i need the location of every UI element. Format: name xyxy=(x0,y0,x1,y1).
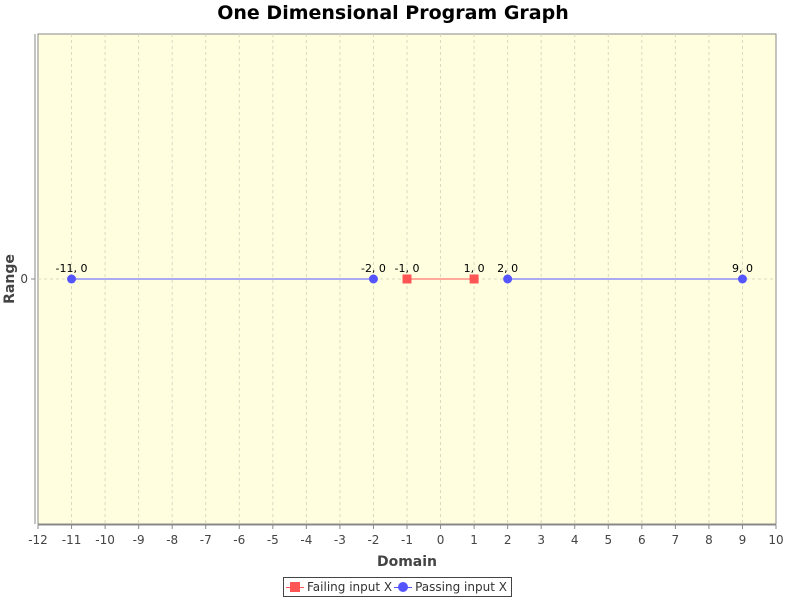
x-tick-label: -5 xyxy=(267,533,279,547)
y-tick-label: 0 xyxy=(20,272,28,286)
x-tick-label: -7 xyxy=(200,533,212,547)
x-tick-label: -4 xyxy=(300,533,312,547)
x-tick-label: 10 xyxy=(768,533,783,547)
x-tick-label: 6 xyxy=(638,533,646,547)
data-point-circle xyxy=(67,274,77,284)
x-tick-label: -2 xyxy=(367,533,379,547)
data-point-circle xyxy=(737,274,747,284)
x-tick-label: 2 xyxy=(504,533,512,547)
x-tick-label: -9 xyxy=(133,533,145,547)
data-point-label: 2, 0 xyxy=(497,262,518,275)
data-labels: -1, 0 1, 0 -11, 0 -2, 0 2, 0 9, 0 xyxy=(56,262,753,275)
x-tick-label: -3 xyxy=(334,533,346,547)
data-point-label: 9, 0 xyxy=(732,262,753,275)
data-point-label: -2, 0 xyxy=(361,262,386,275)
legend: Failing input X Passing input X xyxy=(283,577,512,597)
x-tick-label: -10 xyxy=(95,533,115,547)
x-tick-label: 0 xyxy=(437,533,445,547)
x-tick-label: 1 xyxy=(470,533,478,547)
data-point-label: -1, 0 xyxy=(395,262,420,275)
x-tick-label: 3 xyxy=(537,533,545,547)
x-axis-ticks: -12 -11 -10 -9 -8 -7 -6 -5 -4 -3 -2 -1 0 1 2 3 4 5 6 7 8 9 10 xyxy=(28,525,784,547)
x-tick-label: 4 xyxy=(571,533,579,547)
legend-label-failing: Failing input X xyxy=(307,580,393,594)
grid-lines xyxy=(38,34,776,524)
y-axis-ticks: 0 xyxy=(20,272,35,286)
legend-item-passing: Passing input X xyxy=(394,580,507,594)
x-axis-title: Domain xyxy=(377,554,437,570)
data-point-label: -11, 0 xyxy=(56,262,88,275)
data-point-label: 1, 0 xyxy=(464,262,485,275)
chart-title: One Dimensional Program Graph xyxy=(217,2,569,24)
legend-item-failing: Failing input X xyxy=(286,580,392,594)
x-tick-label: -11 xyxy=(62,533,82,547)
x-tick-label: -6 xyxy=(233,533,245,547)
legend-label-passing: Passing input X xyxy=(415,580,507,594)
data-point-circle xyxy=(368,274,378,284)
x-tick-label: -12 xyxy=(28,533,48,547)
x-tick-label: -8 xyxy=(166,533,178,547)
x-tick-label: 7 xyxy=(672,533,680,547)
passing-circle-icon xyxy=(394,581,413,593)
data-point-circle xyxy=(503,274,513,284)
x-tick-label: -1 xyxy=(401,533,413,547)
series-layer xyxy=(67,274,747,284)
x-tick-label: 9 xyxy=(739,533,747,547)
data-point-square xyxy=(402,274,412,284)
x-tick-label: 8 xyxy=(705,533,713,547)
data-point-square xyxy=(469,274,479,284)
x-tick-label: 5 xyxy=(604,533,612,547)
y-axis-title: Range xyxy=(2,254,18,304)
failing-square-icon xyxy=(286,581,304,593)
